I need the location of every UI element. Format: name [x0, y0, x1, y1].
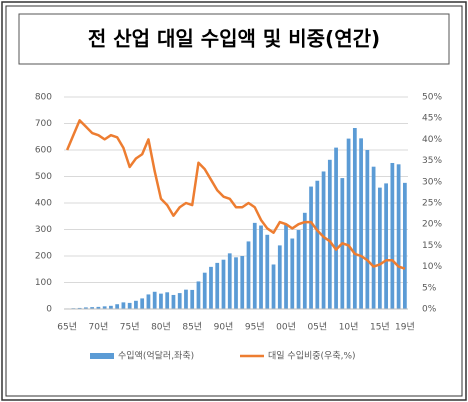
- x-tick-label: 95년: [245, 322, 265, 333]
- y-tick-label: 400: [35, 199, 52, 209]
- bar: [290, 238, 295, 309]
- y-tick-label: 200: [35, 252, 52, 262]
- bar: [346, 138, 351, 309]
- inner-frame: [5, 5, 463, 397]
- y2-tick-label: 15%: [422, 241, 442, 251]
- bar: [296, 230, 301, 309]
- bar: [384, 183, 388, 309]
- bar: [321, 171, 326, 309]
- bar: [352, 128, 357, 309]
- bar: [159, 293, 163, 309]
- y2-tick-label: 30%: [422, 177, 442, 187]
- x-tick-label: 65년: [57, 322, 77, 333]
- bar: [265, 234, 270, 309]
- bar: [109, 305, 113, 309]
- bar: [127, 302, 132, 309]
- bar: [171, 294, 176, 309]
- bar: [365, 150, 370, 309]
- bar: [209, 266, 213, 309]
- bar: [121, 302, 126, 309]
- bar: [302, 212, 307, 309]
- x-tick-label: 00년: [276, 322, 296, 333]
- y-tick-label: 0: [46, 305, 52, 315]
- x-tick-label: 70년: [89, 322, 109, 333]
- bar: [246, 241, 251, 309]
- chart-title: 전 산업 대일 수입액 및 비중(연간): [88, 27, 380, 51]
- bar: [190, 289, 195, 309]
- y2-tick-label: 10%: [422, 262, 442, 272]
- bar: [152, 291, 157, 309]
- x-tick-label: 19년: [395, 322, 415, 333]
- y2-tick-label: 45%: [422, 114, 442, 124]
- bar: [146, 294, 151, 309]
- y2-tick-label: 20%: [422, 220, 442, 230]
- bar: [234, 257, 238, 309]
- bar: [196, 281, 201, 309]
- bar: [184, 289, 188, 309]
- bar: [134, 300, 138, 309]
- bar: [377, 187, 382, 309]
- bar: [277, 245, 282, 309]
- bar: [371, 166, 376, 309]
- x-tick-label: 75년: [120, 322, 140, 333]
- x-tick-label: 85년: [182, 322, 202, 333]
- x-tick-label: 15년: [370, 322, 390, 333]
- bar: [334, 147, 338, 309]
- bar: [102, 306, 107, 309]
- bar: [309, 186, 313, 309]
- bar: [271, 264, 276, 309]
- y2-tick-label: 0%: [422, 305, 437, 315]
- y2-tick-label: 5%: [422, 283, 437, 293]
- bar: [240, 256, 245, 309]
- y-tick-label: 800: [35, 93, 52, 103]
- y-tick-label: 300: [35, 225, 52, 235]
- bar: [327, 159, 332, 309]
- y-tick-label: 700: [35, 119, 52, 129]
- bar: [115, 304, 120, 309]
- y-tick-label: 100: [35, 278, 52, 288]
- bar: [315, 180, 320, 309]
- y-tick-label: 600: [35, 146, 52, 156]
- bar: [215, 262, 220, 309]
- bar: [177, 293, 182, 309]
- bar: [227, 253, 232, 309]
- bar: [221, 259, 226, 309]
- x-tick-label: 90년: [214, 322, 234, 333]
- bar: [165, 292, 170, 309]
- y-tick-label: 500: [35, 172, 52, 182]
- y2-tick-label: 40%: [422, 135, 442, 145]
- bar: [96, 306, 101, 309]
- title-box: [18, 13, 450, 65]
- bar: [359, 138, 363, 309]
- x-tick-label: 10년: [339, 322, 359, 333]
- bar: [284, 224, 288, 309]
- bar: [252, 222, 257, 309]
- bar: [77, 307, 82, 309]
- bar: [259, 225, 263, 309]
- bar: [402, 182, 407, 309]
- x-tick-label: 05년: [307, 322, 327, 333]
- bar: [202, 272, 207, 309]
- bar: [396, 164, 401, 309]
- line: [65, 119, 406, 270]
- legend-label: 대일 수입비중(우축,%): [268, 350, 356, 362]
- legend-label: 수입액(억달러,좌축): [118, 350, 194, 362]
- bar: [90, 307, 95, 309]
- bar: [140, 298, 145, 309]
- y2-tick-label: 50%: [422, 93, 442, 103]
- y2-tick-label: 35%: [422, 156, 442, 166]
- y2-tick-label: 25%: [422, 199, 442, 209]
- legend-swatch: [90, 353, 114, 359]
- bar: [390, 162, 395, 309]
- x-tick-label: 80년: [151, 322, 171, 333]
- bar: [84, 307, 88, 309]
